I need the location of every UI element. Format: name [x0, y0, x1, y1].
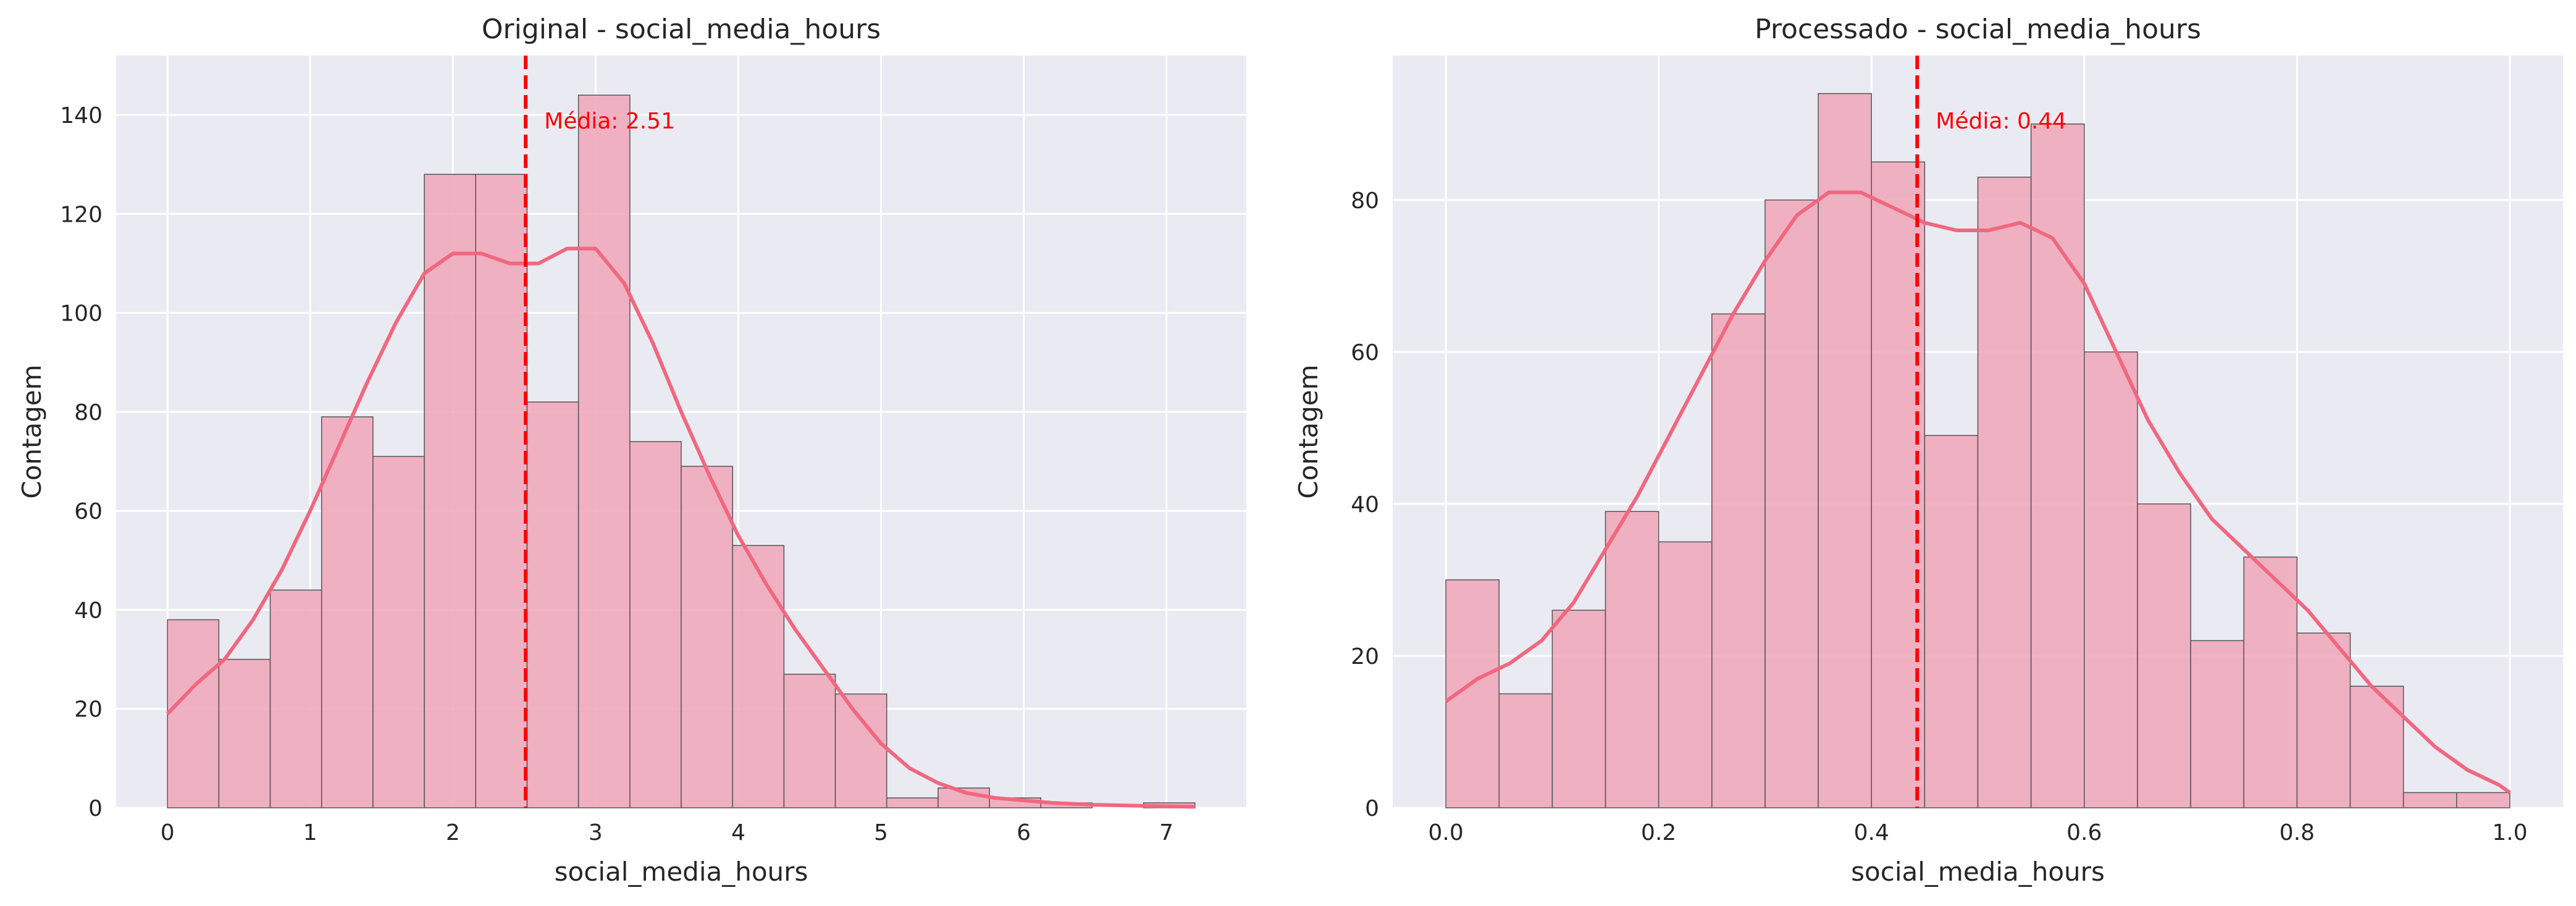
x-tick-label: 0.0 [1429, 820, 1464, 845]
histogram-bar [2030, 123, 2085, 808]
y-tick-label: 20 [74, 697, 103, 723]
y-tick-labels-processado: 0 20 40 60 80 [1351, 188, 1379, 821]
histogram-bar [269, 589, 322, 808]
y-axis-label-original: Contagem [17, 364, 47, 498]
histogram-bar [321, 416, 374, 808]
histogram-bar [1977, 177, 2032, 808]
histogram-bar [834, 693, 887, 808]
histogram-bar [372, 456, 425, 808]
x-tick-label: 1 [303, 820, 317, 845]
y-tick-label: 0 [88, 796, 103, 821]
y-tick-labels-original: 0 20 40 60 80 100 120 140 [60, 103, 103, 821]
histogram-bar [629, 441, 682, 808]
y-tick-label: 100 [60, 301, 103, 327]
histogram-bar [1658, 541, 1713, 808]
histogram-bar [1764, 199, 1819, 808]
y-tick-label: 0 [1365, 796, 1379, 821]
y-tick-label: 60 [74, 499, 103, 524]
histogram-bar [1711, 313, 1766, 808]
histogram-bar [1551, 610, 1606, 808]
x-axis-label-original: social_media_hours [555, 857, 808, 887]
histogram-bar [2456, 792, 2511, 808]
x-tick-label: 2 [446, 820, 460, 845]
histogram-processado: Média: 0.44 0.0 0.2 0.4 0.6 0.8 1.0 0 20 40 60 80… [1293, 14, 2563, 887]
x-tick-label: 0.4 [1854, 820, 1889, 845]
histogram-bar [886, 797, 939, 808]
x-tick-label: 5 [874, 820, 888, 845]
histogram-bar [732, 545, 785, 808]
y-tick-label: 40 [1351, 492, 1379, 518]
histogram-bar [1818, 93, 1872, 808]
kde-line-processado [1445, 190, 2511, 794]
x-tick-label: 0 [161, 820, 175, 845]
x-tick-labels-original: 0 1 2 3 4 5 6 7 [161, 820, 1173, 845]
kde-line-original [166, 246, 1195, 809]
histogram-bar [2137, 503, 2191, 808]
mean-annotation-processado: Média: 0.44 [1936, 109, 2066, 134]
x-tick-label: 4 [731, 820, 745, 845]
histogram-bar [475, 174, 528, 808]
histogram-bar [783, 673, 836, 808]
histogram-bar [681, 466, 733, 808]
histogram-bar [1924, 435, 1979, 808]
x-tick-label: 1.0 [2492, 820, 2527, 845]
histogram-bar [2296, 632, 2351, 808]
x-tick-label: 6 [1017, 820, 1031, 845]
histogram-bar [526, 401, 579, 808]
mean-annotation-original: Média: 2.51 [544, 109, 675, 134]
y-tick-label: 60 [1351, 340, 1379, 366]
x-axis-label-processado: social_media_hours [1851, 857, 2105, 887]
x-tick-label: 7 [1159, 820, 1173, 845]
y-tick-label: 140 [60, 103, 103, 128]
y-tick-label: 20 [1351, 644, 1379, 669]
x-tick-labels-processado: 0.0 0.2 0.4 0.6 0.8 1.0 [1429, 820, 2528, 845]
histogram-bar [218, 658, 271, 808]
bars-processado [1445, 93, 2511, 808]
histogram-bar [577, 94, 631, 808]
histogram-bar [2349, 686, 2404, 808]
y-tick-label: 80 [1351, 188, 1379, 214]
histogram-bar [2190, 640, 2244, 808]
histogram-bar [167, 619, 220, 808]
x-tick-label: 0.8 [2280, 820, 2315, 845]
x-tick-label: 3 [589, 820, 603, 845]
histogram-bar [1498, 693, 1553, 808]
histogram-bar [2402, 792, 2457, 808]
histogram-bar [424, 174, 477, 808]
x-tick-label: 0.2 [1641, 820, 1676, 845]
x-tick-label: 0.6 [2066, 820, 2102, 845]
y-axis-label-processado: Contagem [1293, 364, 1324, 498]
bars-original [167, 94, 1196, 808]
chart-title-processado: Processado - social_media_hours [1755, 14, 2201, 45]
y-tick-label: 40 [74, 598, 103, 623]
histogram-bar [1605, 511, 1659, 808]
y-tick-label: 80 [74, 400, 103, 426]
histogram-bar [2084, 351, 2138, 808]
y-tick-label: 120 [60, 202, 103, 227]
chart-title-original: Original - social_media_hours [482, 14, 881, 45]
